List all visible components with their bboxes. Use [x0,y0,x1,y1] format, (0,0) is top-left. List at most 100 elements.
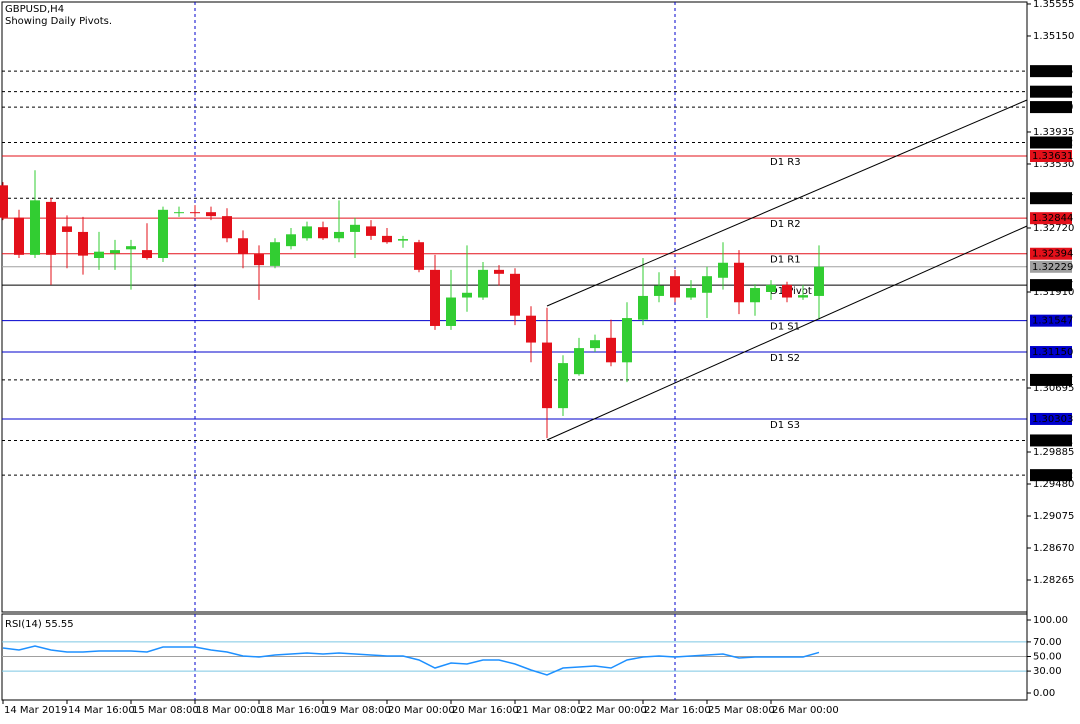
pivot-label: D1 R3 [770,157,801,168]
candle-body [14,217,24,255]
y-tick-label: 1.33530 [1033,159,1074,170]
y-tick-label: 1.35555 [1033,0,1074,10]
y-tick-label: 30.00 [1033,666,1062,677]
price-box-label: 1.34705 [1032,66,1073,77]
candle-body [510,273,520,316]
price-box [1030,136,1072,149]
x-tick-label: 22 Mar 16:00 [644,705,711,716]
y-tick-label: 0.00 [1033,688,1055,699]
candle-body [270,242,280,266]
y-tick-label: 1.28670 [1033,543,1074,554]
pivot-label: D1 S2 [770,353,800,364]
price-box-label: 1.30797 [1032,375,1073,386]
candle-body [142,250,152,259]
x-tick-label: 15 Mar 08:00 [132,705,199,716]
y-tick-label: 1.28265 [1033,575,1074,586]
y-tick-label: 1.29480 [1033,479,1074,490]
candle-body [798,295,808,298]
pivot-label: D1 S3 [770,420,800,431]
candle-body [478,269,488,298]
x-tick-label: 20 Mar 00:00 [388,705,455,716]
x-tick-label: 20 Mar 16:00 [452,705,519,716]
candle-body [62,226,72,232]
pivot-label: D1 R2 [770,219,801,230]
candle-body [558,363,568,409]
price-box-label: 1.32844 [1032,213,1073,224]
candle-body [702,276,712,293]
candle-body [254,254,264,266]
price-box [1030,469,1072,482]
candle-body [94,251,104,259]
candle-body [78,231,88,256]
x-tick-label: 18 Mar 00:00 [196,705,263,716]
candle-body [350,224,360,232]
y-tick-label: 1.35150 [1033,31,1074,42]
price-box-label: 1.33097 [1032,193,1073,204]
y-tick-label: 1.33935 [1033,127,1074,138]
x-tick-label: 14 Mar 16:00 [68,705,135,716]
candle-body [238,238,248,255]
x-tick-label: 14 Mar 2019 [4,705,67,716]
x-tick-label: 25 Mar 08:00 [708,705,775,716]
y-tick-label: 1.31910 [1033,287,1074,298]
y-tick-label: 1.29885 [1033,447,1074,458]
price-box [1030,212,1072,225]
x-tick-label: 22 Mar 00:00 [580,705,647,716]
price-box-label: 1.31547 [1032,316,1073,327]
x-tick-label: 18 Mar 16:00 [260,705,327,716]
y-tick-label: 50.00 [1033,651,1062,662]
price-box-label: 1.31150 [1032,347,1073,358]
candle-body [494,269,504,274]
price-box [1030,150,1072,163]
candle-body [574,348,584,375]
candle-body [366,226,376,236]
candle-body [750,288,760,303]
candles [0,170,824,439]
price-box-label: 1.34445 [1032,87,1073,98]
price-box-label: 1.31997 [1032,280,1073,291]
candle-body [222,216,232,239]
y-tick-label: 1.32720 [1033,223,1074,234]
candle-body [446,297,456,326]
x-tick-label: 21 Mar 08:00 [516,705,583,716]
price-box [1030,85,1072,98]
candle-body [606,337,616,363]
candle-body [30,200,40,255]
price-box-label: 1.30031 [1032,435,1073,446]
x-tick-label: 26 Mar 00:00 [772,705,839,716]
candle-body [190,212,200,214]
price-box [1030,65,1072,78]
candle-body [542,342,552,409]
candle-body [814,266,824,296]
y-tick-label: 100.00 [1033,615,1068,626]
x-tick-label: 19 Mar 08:00 [324,705,391,716]
price-box-label: 1.32229 [1032,262,1073,273]
candle-body [686,288,696,298]
rsi-panel [2,641,1027,676]
candle-body [174,212,184,214]
candle-body [590,340,600,349]
channel-line [546,225,1028,441]
price-box [1030,247,1072,260]
candle-body [766,284,776,292]
price-box [1030,412,1072,425]
candle-body [206,212,216,217]
candle-body [0,185,8,218]
candle-body [526,315,536,343]
candle-body [110,250,120,254]
candle-body [302,226,312,239]
chart-subtitle: Showing Daily Pivots. [5,16,112,27]
pivot-label: D1 R1 [770,255,801,266]
price-box [1030,192,1072,205]
candle-body [286,234,296,247]
rsi-title: RSI(14) 55.55 [5,619,74,630]
candle-body [382,235,392,243]
pivot-label: D1 S1 [770,322,800,333]
candle-body [462,292,472,298]
candle-body [782,284,792,298]
candle-body [126,246,136,250]
price-box-label: 1.34250 [1032,102,1073,113]
